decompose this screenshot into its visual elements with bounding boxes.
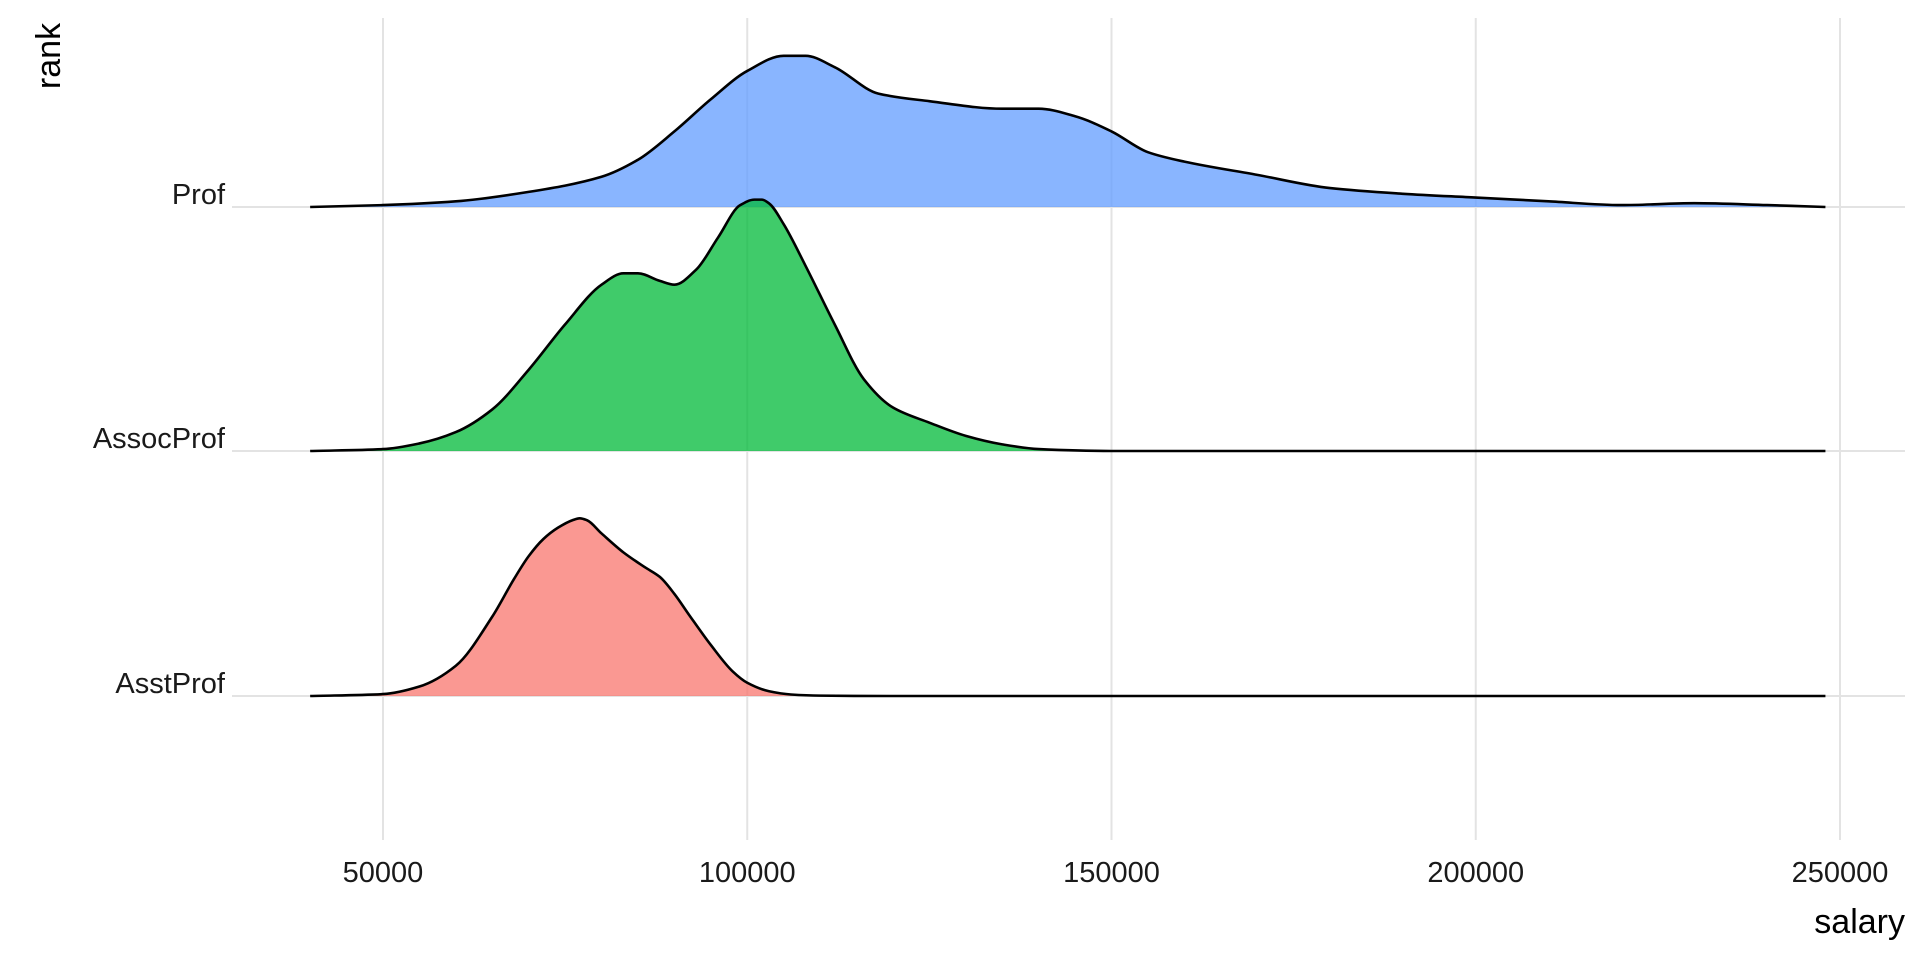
ridge-line-AsstProf: [310, 517, 1826, 698]
x-tick-label-50000: 50000: [343, 857, 424, 889]
ridge-line-AssocProf: [310, 198, 1826, 453]
tick-layer: 50000 100000 150000 200000 250000 AsstProf Ass…: [93, 179, 1889, 889]
x-tick-label-200000: 200000: [1427, 857, 1524, 889]
ridge-line-Prof: [310, 54, 1826, 209]
ridge-layer: [310, 54, 1826, 698]
x-tick-label-100000: 100000: [699, 857, 796, 889]
y-tick-label-AssocProf: AssocProf: [93, 423, 226, 455]
y-tick-label-AsstProf: AsstProf: [115, 668, 226, 700]
ridge-fill-AsstProf: [310, 518, 1826, 696]
y-axis-title: rank: [30, 22, 68, 89]
ridge-fill-Prof: [310, 55, 1826, 207]
ridge-fill-AssocProf: [310, 199, 1826, 451]
x-tick-label-150000: 150000: [1063, 857, 1160, 889]
y-tick-label-Prof: Prof: [172, 179, 226, 211]
x-tick-label-250000: 250000: [1792, 857, 1889, 889]
x-axis-title: salary: [1814, 903, 1905, 941]
